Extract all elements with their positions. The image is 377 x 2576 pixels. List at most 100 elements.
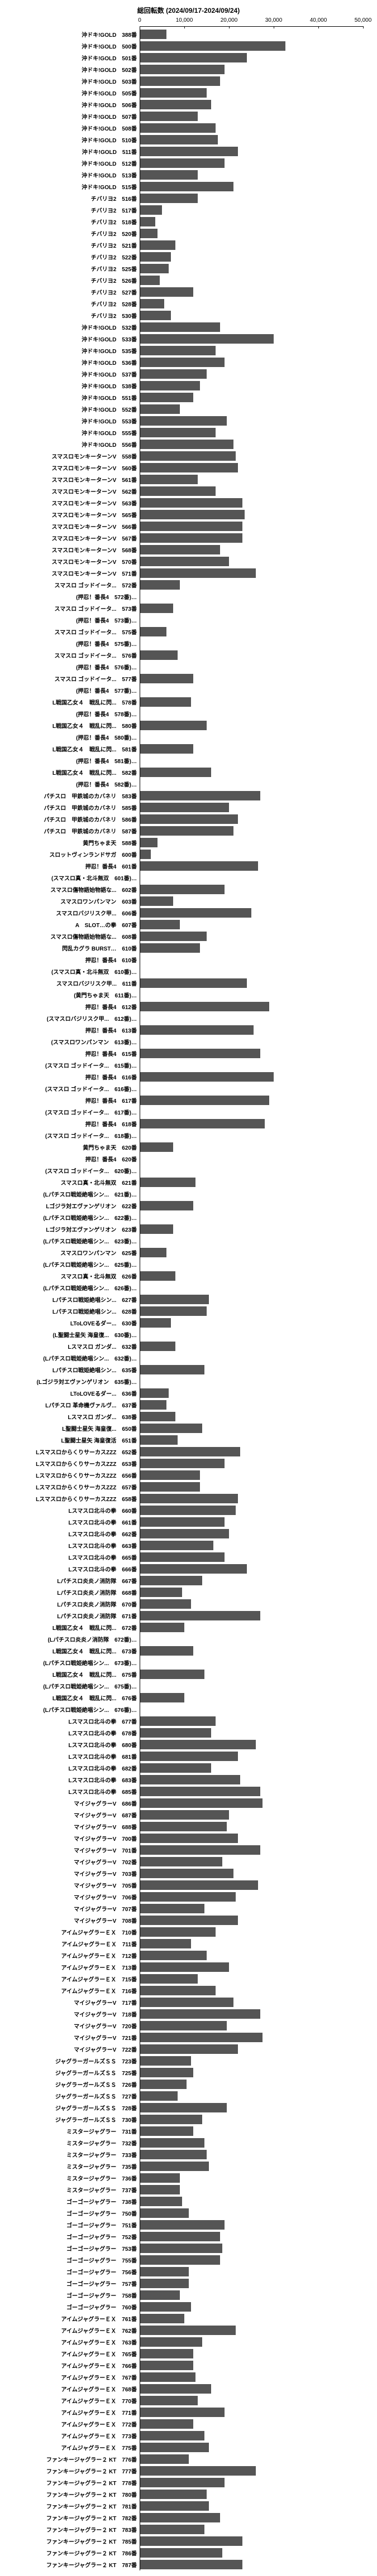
chart-row: (押忍！番長4 580番)… [6, 731, 371, 743]
row-label: Lスマスロ北斗の拳 680番 [6, 1740, 140, 1749]
bar-cell [140, 661, 363, 673]
chart-row: Lスマスロ北斗の拳 661番 [6, 1516, 371, 1528]
bar [140, 475, 198, 484]
bar-cell [140, 1879, 363, 1891]
bar-cell [140, 638, 363, 649]
chart-row: チバリヨ2 526番 [6, 274, 371, 286]
chart-row: 沖ドキ!GOLD 536番 [6, 356, 371, 368]
bar [140, 1552, 225, 1562]
chart-row: ファンキージャグラー２ KT 776番 [6, 2453, 371, 2465]
bar [140, 1834, 238, 1843]
bar-cell [140, 1024, 363, 1036]
row-label: チバリヨ2 527番 [6, 288, 140, 296]
bar-cell [140, 2442, 363, 2453]
chart-row: Lスマスロ北斗の拳 685番 [6, 1786, 371, 1797]
chart-row: (スマスロ ゴッドイータ... 615番)… [6, 1059, 371, 1071]
bar [140, 2232, 220, 2241]
bar [140, 2162, 209, 2171]
chart-row: 沖ドキ!GOLD 555番 [6, 427, 371, 438]
bar-cell [140, 1762, 363, 1774]
chart-row: (Lパチスロ戦姫絶唱シン... 622番)… [6, 1212, 371, 1223]
chart-row: LスマスロからくりサーカスZZZ 657番 [6, 1481, 371, 1493]
bar [140, 1857, 222, 1866]
row-label: アイムジャグラーＥＸ 767番 [6, 2373, 140, 2381]
bar [140, 123, 216, 133]
chart-row: Lスマスロ北斗の拳 677番 [6, 1715, 371, 1727]
bar [140, 1365, 204, 1374]
bar [140, 1529, 229, 1538]
chart-row: スマスロモンキーターンV 565番 [6, 509, 371, 520]
chart-row: 沖ドキ!GOLD 533番 [6, 333, 371, 345]
bar [140, 486, 216, 496]
bar-cell [140, 1130, 363, 1141]
bar [140, 276, 160, 285]
bar [140, 533, 242, 543]
bar-cell [140, 1973, 363, 1985]
chart-row: L戦国乙女４ 戦乱に閃... 673番 [6, 1645, 371, 1657]
row-label: ミスタージャグラー 735番 [6, 2162, 140, 2170]
row-label: ゴーゴージャグラー 738番 [6, 2197, 140, 2206]
row-label: (押忍！番長4 577番)… [6, 686, 140, 694]
x-tick-label: 30,000 [265, 17, 283, 23]
row-label: アイムジャグラーＥＸ 716番 [6, 1986, 140, 1995]
row-label: ミスタージャグラー 731番 [6, 2127, 140, 2135]
row-label: ゴーゴージャグラー 756番 [6, 2268, 140, 2276]
chart-row: マイジャグラーV 718番 [6, 2008, 371, 2020]
bar-cell [140, 2219, 363, 2231]
chart-row: ファンキージャグラー２ KT 777番 [6, 2465, 371, 2477]
row-label: LToLOVEるダー... 630番 [6, 1319, 140, 1327]
row-label: アイムジャグラーＥＸ 762番 [6, 2326, 140, 2334]
bar-cell [140, 1856, 363, 1868]
bar-cell [140, 2207, 363, 2219]
chart-row: スマスロ真・北斗無双 626番 [6, 1270, 371, 1282]
bar [140, 2126, 193, 2136]
row-label: ファンキージャグラー２ KT 785番 [6, 2537, 140, 2545]
chart-row: アイムジャグラーＥＸ 771番 [6, 2406, 371, 2418]
bar-cell [140, 2465, 363, 2477]
row-label: (スマスロ ゴッドイータ... 620番)… [6, 1166, 140, 1175]
bar [140, 1447, 240, 1456]
bar-cell [140, 2266, 363, 2278]
row-label: マイジャグラーV 705番 [6, 1881, 140, 1889]
bar-cell [140, 1633, 363, 1645]
chart-row: Lスマスロ北斗の拳 660番 [6, 1504, 371, 1516]
row-label: (Lパチスロ戦姫絶唱シン... 625番)… [6, 1260, 140, 1268]
bar-cell [140, 356, 363, 368]
row-label: スマスロモンキーターンV 563番 [6, 499, 140, 507]
bar [140, 1049, 260, 1058]
bar [140, 1506, 236, 1515]
row-label: ファンキージャグラー２ KT 777番 [6, 2467, 140, 2475]
chart-row: 沖ドキ!GOLD 510番 [6, 134, 371, 146]
bar-cell [140, 1036, 363, 1048]
row-label: アイムジャグラーＥＸ 771番 [6, 2408, 140, 2416]
bar-cell [140, 1680, 363, 1692]
chart-row: (スマスロ ゴッドイータ... 616番)… [6, 1083, 371, 1094]
bar-cell [140, 2160, 363, 2172]
row-label: アイムジャグラーＥＸ 761番 [6, 2314, 140, 2323]
chart-row: 沖ドキ!GOLD 537番 [6, 368, 371, 380]
x-tick-label: 20,000 [221, 17, 238, 23]
bar [140, 404, 180, 414]
bar-cell [140, 1282, 363, 1294]
row-label: スマスロモンキーターンV 567番 [6, 534, 140, 542]
chart-row: ファンキージャグラー２ KT 786番 [6, 2547, 371, 2559]
bar [140, 334, 274, 344]
chart-row: マイジャグラーV 708番 [6, 1914, 371, 1926]
row-label: (スマスロ ゴッドイータ... 615番)… [6, 1061, 140, 1069]
bar-cell [140, 380, 363, 392]
bar [140, 2302, 191, 2312]
row-label: 沖ドキ!GOLD 507番 [6, 112, 140, 120]
row-label: L戦国乙女４ 戦乱に閃... 673番 [6, 1647, 140, 1655]
chart-row: ゴーゴージャグラー 738番 [6, 2196, 371, 2207]
bar [140, 920, 180, 929]
row-label: マイジャグラーV 702番 [6, 1858, 140, 1866]
chart-row: L戦国乙女４ 戦乱に閃... 578番 [6, 696, 371, 708]
chart-row: Lスマスロ北斗の拳 678番 [6, 1727, 371, 1739]
row-label: 沖ドキ!GOLD 505番 [6, 89, 140, 97]
row-label: スマスロバジリスク甲... 611番 [6, 979, 140, 987]
chart-row: パチスロ 甲鉄城のカバネリ 587番 [6, 825, 371, 837]
bar [140, 2384, 211, 2394]
chart-row: ファンキージャグラー２ KT 787番 [6, 2559, 371, 2570]
row-label: チバリヨ2 517番 [6, 206, 140, 214]
bar [140, 2244, 222, 2253]
